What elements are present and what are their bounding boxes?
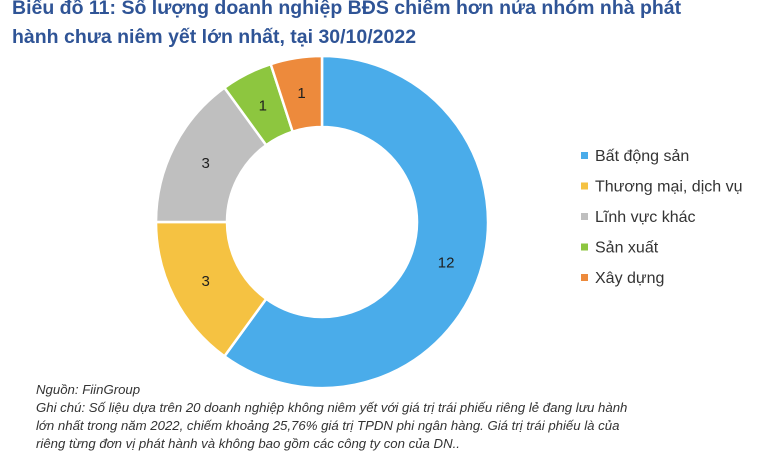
- source-note: Nguồn: FiinGroup: [36, 382, 141, 397]
- legend-label-xay-dung: Xây dựng: [595, 270, 664, 287]
- slice-xay-dung: [269, 54, 324, 134]
- slice-value-linh-vuc-khac: 3: [202, 155, 210, 172]
- legend-label-san-xuat: Sản xuất: [595, 240, 659, 257]
- legend-swatch-bat-dong-san: [581, 152, 588, 159]
- donut-slices: [154, 54, 490, 390]
- legend-swatch-san-xuat: [581, 243, 588, 251]
- slice-labels: 12 3 3 1 1: [202, 85, 455, 290]
- legend-label-thuong-mai-dich-vu: Thương mại, dịch vụ: [595, 179, 742, 196]
- slice-value-xay-dung: 1: [297, 85, 305, 102]
- legend-swatch-linh-vuc-khac: [581, 213, 588, 220]
- chart-footer: Nguồn: FiinGroup Ghi chú: Số liệu dựa tr…: [36, 381, 776, 453]
- slice-value-bat-dong-san: 12: [438, 254, 455, 271]
- slice-value-thuong-mai-dich-vu: 3: [202, 273, 210, 290]
- slice-bat-dong-san: [222, 54, 490, 390]
- note-line-1: Ghi chú: Số liệu dựa trên 20 doanh nghiệ…: [36, 400, 628, 415]
- legend-label-bat-dong-san: Bất động sản: [595, 148, 689, 165]
- legend-swatch-xay-dung: [581, 274, 588, 281]
- note-line-2: lớn nhất trong năm 2022, chiếm khoảng 25…: [36, 418, 620, 433]
- legend-label-linh-vuc-khac: Lĩnh vực khác: [595, 209, 696, 226]
- legend-swatch-thuong-mai-dich-vu: [581, 182, 588, 190]
- chart-legend: Bất động sản Thương mại, dịch vụ Lĩnh vực …: [581, 148, 742, 287]
- slice-value-san-xuat: 1: [259, 98, 267, 115]
- note-line-3: riêng từng đơn vị phát hành và không bao…: [36, 436, 460, 451]
- chart-title: Biểu đồ 11: Số lượng doanh nghiệp BĐS ch…: [12, 0, 682, 48]
